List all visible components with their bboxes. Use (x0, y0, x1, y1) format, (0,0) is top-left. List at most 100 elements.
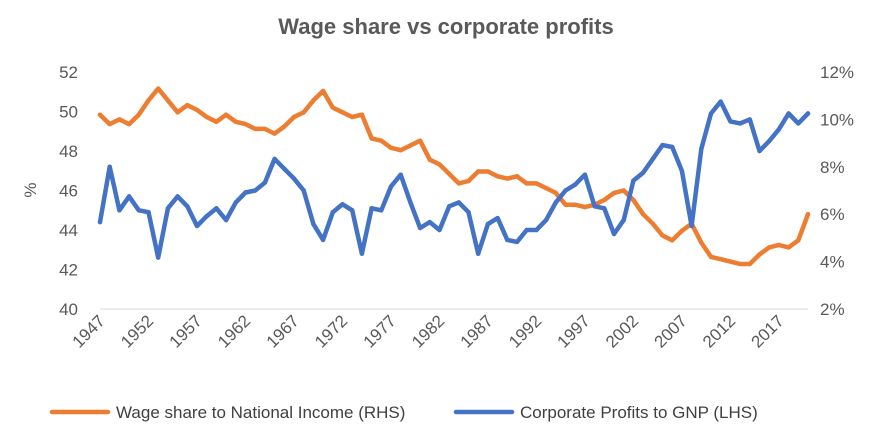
data-point (747, 261, 752, 267)
data-point (476, 169, 481, 174)
data-point (126, 121, 132, 127)
x-tick-label: 1997 (554, 311, 594, 351)
data-point (708, 254, 714, 260)
data-point (650, 221, 655, 226)
data-point (611, 231, 617, 237)
data-point (786, 111, 791, 116)
data-point (97, 112, 103, 117)
data-point (728, 259, 733, 264)
data-point (699, 240, 704, 245)
data-point (456, 181, 461, 186)
data-point (146, 98, 151, 103)
data-point (156, 86, 161, 91)
left-tick-label: 52 (59, 63, 78, 82)
right-axis-ticks: 2% 4% 6% 8% 10% 12% (820, 63, 854, 319)
data-point (204, 114, 209, 120)
data-point (534, 227, 539, 233)
data-point (350, 114, 355, 120)
data-point (107, 121, 112, 127)
data-point (437, 162, 442, 167)
x-tick-label: 1952 (117, 311, 157, 351)
right-tick-label: 8% (820, 158, 845, 177)
right-tick-label: 6% (820, 205, 845, 224)
data-point (485, 169, 491, 174)
left-tick-label: 44 (59, 221, 78, 240)
data-point (427, 219, 432, 225)
data-point (408, 143, 413, 148)
data-point (505, 237, 510, 243)
data-point (767, 138, 772, 144)
legend-label-1: Corporate Profits to GNP (LHS) (520, 403, 758, 422)
data-point (117, 208, 122, 213)
chart-title: Wage share vs corporate profits (278, 14, 613, 39)
data-point (311, 98, 316, 103)
data-point (582, 172, 588, 177)
data-point (670, 238, 675, 243)
x-tick-label: 1977 (360, 311, 400, 351)
x-tick-label: 2002 (602, 311, 642, 351)
data-point (194, 107, 200, 113)
data-point (796, 238, 801, 243)
data-point (253, 126, 258, 132)
data-point (660, 233, 665, 238)
data-point (640, 170, 646, 175)
data-point (185, 204, 190, 209)
data-point (737, 121, 743, 126)
data-point (796, 121, 801, 126)
data-point (223, 112, 229, 117)
data-point (136, 208, 141, 213)
data-point (718, 257, 723, 262)
data-point (272, 156, 277, 162)
y-axis-label-left: % (21, 182, 40, 197)
data-point (563, 188, 568, 193)
data-point (660, 142, 665, 148)
right-tick-label: 2% (820, 300, 845, 319)
data-point (553, 200, 558, 205)
data-point (776, 127, 782, 132)
data-point (505, 176, 510, 181)
data-point (602, 206, 607, 211)
data-point (447, 171, 452, 177)
x-tick-label: 1982 (408, 311, 448, 351)
x-tick-label: 1957 (166, 311, 206, 351)
data-point (243, 190, 248, 195)
data-point (563, 202, 568, 207)
data-point (514, 174, 520, 179)
x-tick-label: 1967 (263, 311, 303, 351)
data-point (320, 88, 326, 94)
data-point (243, 121, 248, 127)
left-axis-ticks: 40 42 44 46 48 50 52 (59, 63, 78, 319)
x-tick-label: 1962 (214, 311, 254, 351)
right-tick-label: 12% (820, 63, 854, 82)
data-point (805, 212, 811, 217)
data-point (621, 188, 626, 193)
data-point (253, 188, 258, 193)
data-point (650, 156, 655, 162)
data-point (699, 146, 704, 152)
data-point (466, 178, 471, 184)
left-tick-label: 50 (59, 103, 78, 122)
data-point (640, 212, 646, 217)
data-point (359, 251, 365, 256)
data-point (272, 131, 277, 136)
data-point (398, 148, 403, 153)
data-point (369, 206, 374, 211)
left-tick-label: 46 (59, 182, 78, 201)
x-tick-label: 2017 (748, 311, 788, 351)
data-point (126, 194, 132, 199)
data-point (524, 181, 529, 186)
data-point (543, 217, 549, 223)
data-point (573, 182, 578, 187)
data-point (466, 210, 471, 215)
data-point (233, 119, 238, 125)
data-point (165, 98, 171, 103)
x-tick-label: 1972 (311, 311, 351, 351)
data-point (689, 223, 694, 229)
x-tick-label: 1987 (457, 311, 497, 351)
data-point (291, 114, 297, 120)
data-point (117, 117, 122, 122)
data-point (747, 117, 752, 122)
data-point (427, 157, 432, 162)
data-point (379, 138, 384, 143)
